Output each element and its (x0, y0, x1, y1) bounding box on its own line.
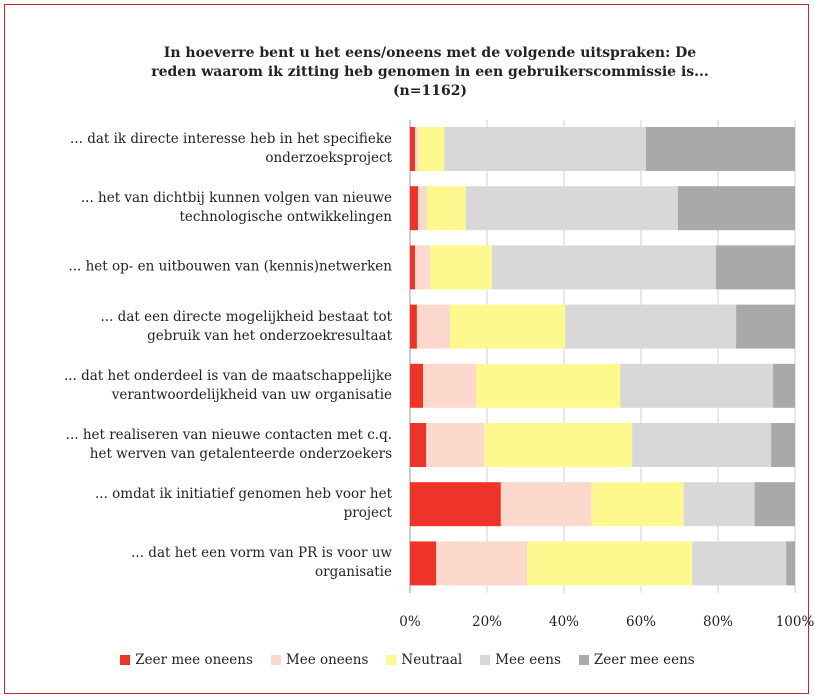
legend-swatch (120, 655, 131, 665)
bar-segment (426, 186, 466, 231)
y-tick-label: ... omdat ik initiatief genomen heb voor… (94, 486, 392, 522)
legend-label: Neutraal (401, 652, 463, 668)
legend-label: Mee oneens (285, 652, 369, 668)
frame (4, 4, 809, 694)
x-tick-label: 0% (399, 614, 421, 630)
bar-segment (450, 304, 566, 349)
legend-label: Mee eens (495, 652, 561, 668)
bar-segment (410, 186, 419, 231)
y-tick-label: ... het realiseren van nieuwe contacten … (65, 427, 392, 462)
bar-segment (492, 245, 717, 290)
bar-segment (410, 245, 416, 290)
bar-segment (415, 245, 431, 290)
legend-label: Zeer mee eens (593, 652, 695, 668)
bar-segment (591, 482, 684, 527)
bar-segment (754, 482, 795, 527)
x-tick-label: 20% (472, 614, 502, 630)
chart-title: In hoeverre bent u het eens/oneens met d… (151, 45, 709, 99)
bar-segment (773, 363, 795, 408)
y-tick-label: ... dat ik directe interesse heb in het … (70, 131, 392, 166)
bar-segment (410, 423, 427, 467)
y-tick-label: ... dat een directe mogelijkheid bestaat… (100, 308, 392, 344)
x-tick-label: 80% (703, 614, 733, 630)
legend-swatch (578, 655, 589, 665)
legend-label: Zeer mee oneens (135, 652, 253, 668)
bar-segment (426, 423, 485, 467)
bar-segment (683, 482, 755, 527)
bar-segment (430, 245, 493, 290)
bar-segment (423, 363, 477, 408)
legend-item: Zeer mee oneens (120, 652, 253, 668)
bar-segment (500, 482, 592, 527)
bar-segment (736, 304, 795, 349)
y-tick-label: ... dat het onderdeel is van de maatscha… (63, 367, 392, 403)
bar-segment (410, 482, 501, 527)
bar-segment (410, 363, 424, 408)
bar-segment (565, 304, 737, 349)
x-tick-label: 100% (776, 614, 815, 630)
bar-segment (677, 186, 795, 231)
legend-item: Neutraal (386, 652, 462, 668)
legend-item: Zeer mee eens (578, 652, 695, 668)
y-tick-label: ... dat het een vorm van PR is voor uw o… (131, 545, 392, 581)
bar-segment (476, 363, 621, 408)
bar-segment (786, 541, 795, 586)
bar-segment (415, 127, 419, 171)
bar-segment (418, 186, 427, 231)
bar-segment (646, 127, 795, 171)
bar-segment (527, 541, 693, 586)
bar-segment (410, 541, 437, 586)
bar-segment (771, 423, 795, 467)
bar-segment (418, 127, 445, 171)
bar-segment (484, 423, 633, 467)
bar-segment (692, 541, 787, 586)
bar-segment (410, 127, 416, 171)
legend-swatch (270, 655, 281, 665)
bar-segment (465, 186, 678, 231)
y-tick-label: ... het op- en uitbouwen van (kennis)net… (68, 258, 392, 275)
bar-segment (444, 127, 647, 171)
legend-item: Mee oneens (270, 652, 369, 668)
bar-segment (632, 423, 772, 467)
bar-segment (620, 363, 774, 408)
bar-segment (410, 304, 417, 349)
x-tick-label: 60% (626, 614, 656, 630)
bar-segment (716, 245, 795, 290)
bar-segment (416, 304, 451, 349)
legend-swatch (480, 655, 491, 665)
x-tick-label: 40% (549, 614, 579, 630)
legend: Zeer mee oneens Mee oneens Neutraal Mee een… (0, 652, 815, 668)
bar-segment (436, 541, 528, 586)
legend-item: Mee eens (480, 652, 561, 668)
y-tick-label: ... het van dichtbij kunnen volgen van n… (80, 190, 392, 226)
legend-swatch (386, 655, 397, 665)
